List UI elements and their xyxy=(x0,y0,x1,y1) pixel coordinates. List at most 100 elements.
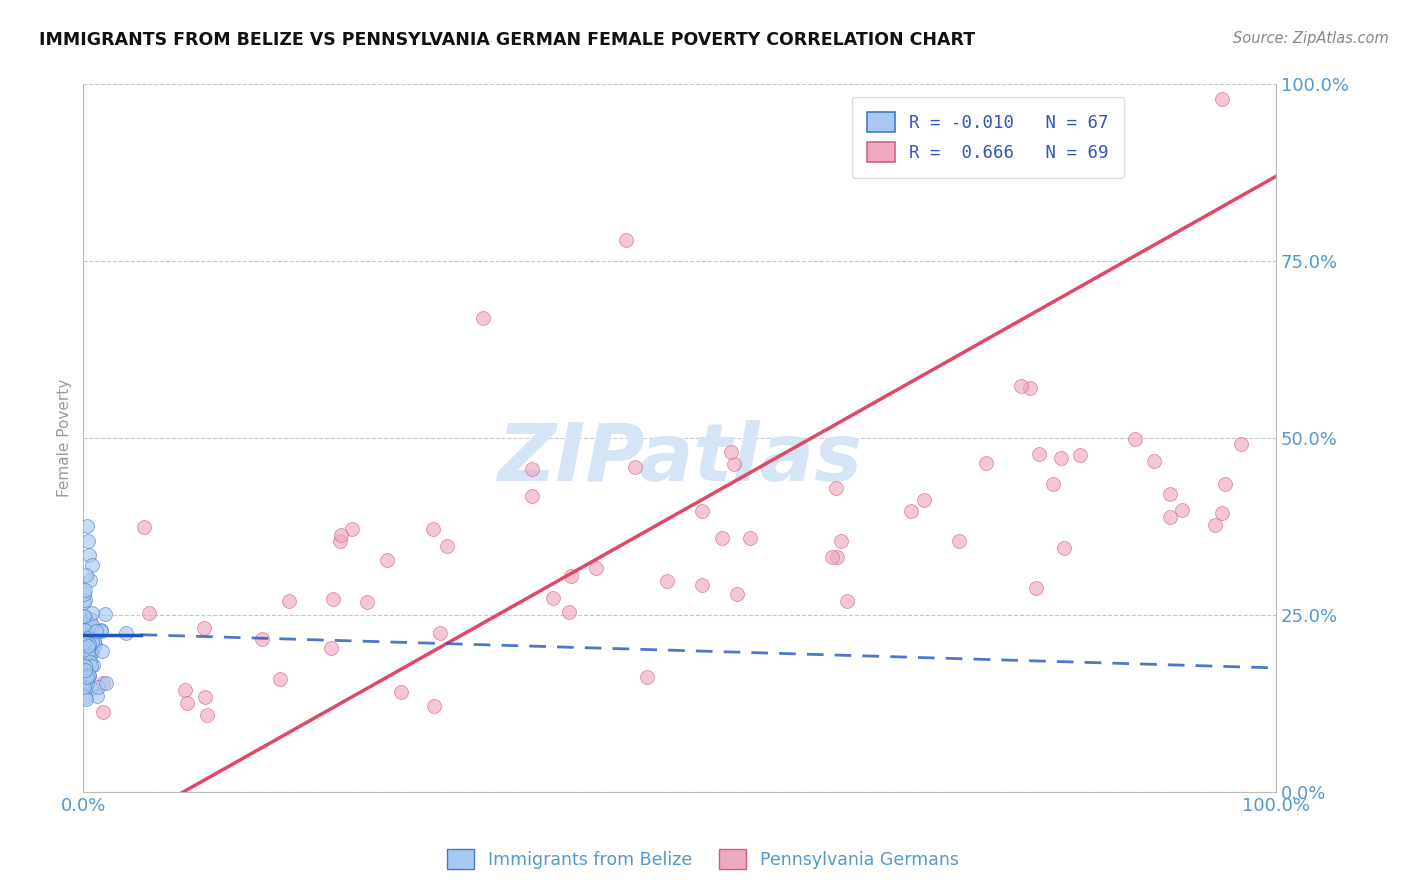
Point xyxy=(1050,451,1073,466)
Point xyxy=(75,593,97,607)
Point xyxy=(1204,517,1226,532)
Point xyxy=(87,681,110,695)
Point xyxy=(90,623,112,637)
Point xyxy=(79,573,101,587)
Point xyxy=(86,689,108,703)
Point xyxy=(73,690,96,704)
Point xyxy=(84,638,107,652)
Point xyxy=(623,460,645,475)
Point xyxy=(73,617,96,632)
Point xyxy=(1211,92,1233,106)
Point xyxy=(974,456,997,470)
Point xyxy=(77,668,100,682)
Point xyxy=(636,670,658,684)
Point xyxy=(1159,487,1181,501)
Point xyxy=(195,708,218,723)
Point xyxy=(194,690,217,705)
Point xyxy=(80,658,103,673)
Point xyxy=(690,577,713,591)
Point xyxy=(585,561,607,575)
Point xyxy=(821,549,844,564)
Point xyxy=(429,626,451,640)
Point xyxy=(541,591,564,605)
Point xyxy=(711,531,734,545)
Point xyxy=(76,632,98,646)
Point xyxy=(520,462,543,476)
Point xyxy=(75,583,97,598)
Point xyxy=(614,233,637,247)
Point xyxy=(94,675,117,690)
Point xyxy=(76,631,98,645)
Point xyxy=(560,569,582,583)
Point xyxy=(73,667,96,681)
Point xyxy=(900,504,922,518)
Point xyxy=(90,644,112,658)
Point xyxy=(77,639,100,653)
Point xyxy=(80,634,103,648)
Point xyxy=(73,649,96,664)
Point xyxy=(827,549,849,564)
Text: IMMIGRANTS FROM BELIZE VS PENNSYLVANIA GERMAN FEMALE POVERTY CORRELATION CHART: IMMIGRANTS FROM BELIZE VS PENNSYLVANIA G… xyxy=(39,31,976,49)
Point xyxy=(76,676,98,690)
Point xyxy=(1028,447,1050,461)
Point xyxy=(1053,541,1076,556)
Point xyxy=(76,670,98,684)
Point xyxy=(356,595,378,609)
Point xyxy=(269,672,291,686)
Point xyxy=(82,657,104,672)
Point xyxy=(1143,454,1166,468)
Point xyxy=(174,683,197,698)
Point xyxy=(82,618,104,632)
Point xyxy=(91,705,114,719)
Point xyxy=(1170,503,1192,517)
Point xyxy=(80,606,103,620)
Point xyxy=(73,642,96,657)
Point xyxy=(79,612,101,626)
Point xyxy=(73,664,96,678)
Point xyxy=(93,607,115,621)
Point xyxy=(75,610,97,624)
Point xyxy=(91,676,114,690)
Point xyxy=(77,637,100,651)
Point xyxy=(77,548,100,562)
Point xyxy=(377,553,399,567)
Point xyxy=(80,558,103,573)
Point xyxy=(389,685,412,699)
Point xyxy=(835,593,858,607)
Point xyxy=(132,519,155,533)
Point xyxy=(278,594,301,608)
Point xyxy=(912,493,935,508)
Point xyxy=(115,625,138,640)
Point xyxy=(73,668,96,682)
Text: ZIPatlas: ZIPatlas xyxy=(498,420,862,499)
Point xyxy=(79,669,101,683)
Legend: Immigrants from Belize, Pennsylvania Germans: Immigrants from Belize, Pennsylvania Ger… xyxy=(440,842,966,876)
Point xyxy=(1159,510,1181,524)
Point xyxy=(80,642,103,657)
Point xyxy=(193,621,215,635)
Point xyxy=(322,592,344,607)
Text: Source: ZipAtlas.com: Source: ZipAtlas.com xyxy=(1233,31,1389,46)
Point xyxy=(1230,436,1253,450)
Point xyxy=(80,647,103,661)
Point xyxy=(73,680,96,694)
Point xyxy=(77,533,100,548)
Point xyxy=(725,587,748,601)
Point xyxy=(520,489,543,503)
Point xyxy=(138,606,160,620)
Point xyxy=(76,519,98,533)
Point xyxy=(75,627,97,641)
Point xyxy=(329,534,352,549)
Point xyxy=(83,637,105,651)
Point xyxy=(79,655,101,669)
Point xyxy=(723,458,745,472)
Point xyxy=(73,594,96,608)
Point xyxy=(1069,449,1091,463)
Point xyxy=(1123,432,1146,446)
Point xyxy=(75,615,97,629)
Point xyxy=(75,567,97,582)
Point xyxy=(720,444,742,458)
Point xyxy=(1025,581,1047,595)
Point xyxy=(422,522,444,536)
Point xyxy=(82,645,104,659)
